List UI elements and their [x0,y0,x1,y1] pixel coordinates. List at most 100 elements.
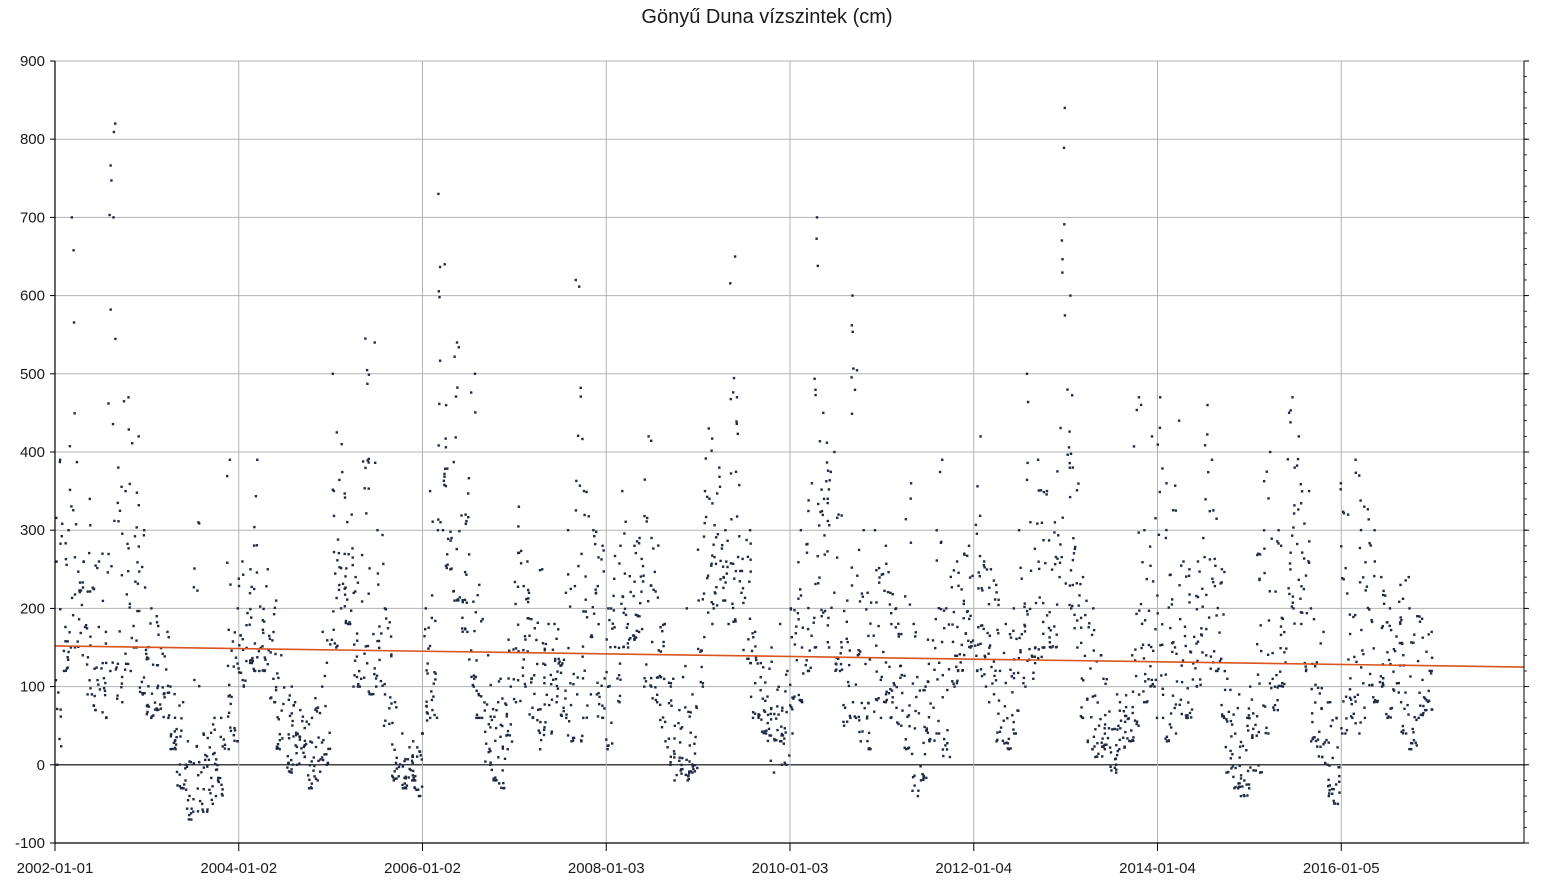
data-point [531,716,535,719]
data-point [785,673,788,676]
data-point [804,663,807,667]
data-point [474,611,477,614]
data-point [878,576,881,579]
data-point [1311,737,1314,740]
data-point [163,655,166,658]
data-point [922,777,925,780]
data-point [157,708,160,711]
data-point [1169,712,1173,715]
data-point [300,747,303,750]
data-point [483,709,486,712]
data-point [480,620,483,623]
data-point [562,706,565,709]
data-point [725,572,728,575]
data-point [434,619,437,623]
data-point [425,705,428,708]
data-point [376,572,380,575]
data-point [689,770,693,773]
data-point [169,747,172,751]
data-point [1352,615,1355,619]
data-point [1173,706,1176,710]
data-point [818,576,821,579]
data-point [1286,458,1289,461]
data-point [1348,688,1352,691]
data-point [1012,732,1016,735]
data-point [145,658,148,661]
y-tick-label: 600 [20,288,45,305]
data-point [1178,703,1181,706]
data-point [278,733,281,736]
data-point [781,734,785,737]
data-point [550,698,554,701]
data-point [126,662,130,666]
data-point [1258,553,1262,556]
y-tick-label: 300 [20,522,45,539]
data-point [1293,504,1296,507]
data-point [259,646,262,650]
data-point [1379,675,1383,678]
data-point [178,773,181,776]
data-point [233,729,237,732]
data-point [190,807,193,810]
data-point [1198,570,1201,573]
data-point [692,767,695,771]
data-point [880,675,883,679]
data-point [1373,701,1376,704]
data-point [890,622,893,626]
data-point [1339,488,1342,491]
data-point [625,626,629,629]
data-point [1179,698,1183,701]
data-point [1202,536,1205,540]
data-point [291,724,294,727]
data-point [334,572,337,575]
data-point [315,710,319,713]
data-point [1430,708,1433,711]
data-point [850,324,853,327]
data-point [378,646,381,650]
data-point [347,553,350,556]
data-point [888,603,892,606]
data-point [226,561,229,564]
data-point [669,699,673,702]
data-point [490,718,494,722]
data-point [1156,443,1159,446]
data-point [736,555,740,559]
data-point [1141,643,1145,646]
data-point [691,693,694,696]
data-point [1220,703,1223,707]
data-point [1372,647,1375,650]
data-point [1252,727,1255,731]
data-point [363,652,366,655]
data-point [791,708,794,711]
data-point [976,485,979,488]
data-point [1370,620,1374,624]
data-point [388,707,391,710]
data-point [900,724,903,727]
data-point [1232,775,1235,779]
data-point [141,692,144,695]
data-point [79,631,82,635]
data-point [1161,467,1164,470]
data-point [1229,749,1232,753]
data-point [1263,547,1266,550]
data-point [454,436,457,439]
data-point [1338,780,1341,783]
data-point [1118,738,1121,742]
data-point [351,556,354,559]
data-point [101,661,104,665]
data-point [978,554,982,558]
data-point [888,665,891,668]
data-point [372,692,375,696]
data-point [901,709,904,712]
data-point [1017,657,1021,660]
data-point [918,689,922,692]
data-point [554,677,558,681]
data-point [688,715,691,718]
data-point [487,750,490,754]
data-point [391,774,394,777]
data-point [261,645,264,648]
data-point [1170,603,1174,606]
data-point [729,397,732,401]
data-point [267,649,270,652]
data-point [264,658,267,661]
